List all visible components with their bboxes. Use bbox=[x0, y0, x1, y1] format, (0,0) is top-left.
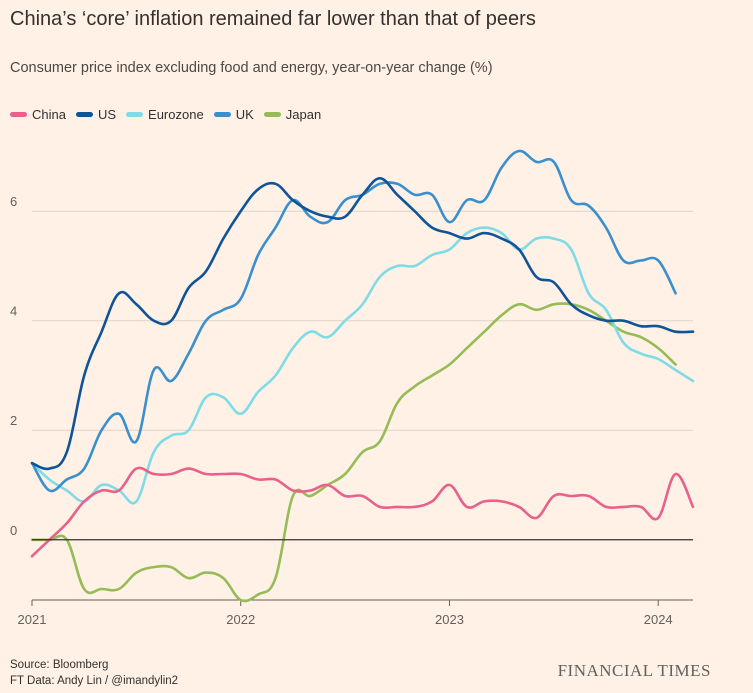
x-tick-label: 2021 bbox=[18, 612, 47, 627]
x-tick-label: 2022 bbox=[226, 612, 255, 627]
legend-item-china: China bbox=[10, 107, 66, 122]
legend-label: China bbox=[32, 107, 66, 122]
legend-item-us: US bbox=[75, 107, 117, 122]
legend-swatch bbox=[75, 112, 93, 117]
legend-item-japan: Japan bbox=[263, 107, 322, 122]
y-tick-label: 2 bbox=[10, 413, 17, 428]
series-line-us bbox=[30, 177, 695, 471]
chart-subtitle: Consumer price index excluding food and … bbox=[10, 60, 493, 76]
chart-footer: Source: Bloomberg FT Data: Andy Lin / @i… bbox=[10, 657, 178, 689]
legend-swatch bbox=[213, 112, 231, 117]
legend-item-uk: UK bbox=[213, 107, 254, 122]
legend-label: US bbox=[97, 107, 117, 122]
chart-legend: China US Eurozone UK Japan bbox=[10, 107, 331, 122]
ft-logo: FINANCIAL TIMES bbox=[557, 661, 711, 680]
y-tick-label: 0 bbox=[10, 523, 17, 538]
series-line-eurozone bbox=[30, 226, 695, 505]
x-tick-label: 2024 bbox=[644, 612, 673, 627]
legend-label: UK bbox=[235, 107, 254, 122]
legend-label: Japan bbox=[285, 107, 322, 122]
legend-swatch bbox=[10, 112, 27, 117]
y-tick-label: 4 bbox=[10, 304, 17, 319]
legend-item-eurozone: Eurozone bbox=[126, 107, 204, 122]
series-line-china bbox=[30, 466, 695, 558]
legend-swatch bbox=[263, 112, 281, 117]
y-tick-label: 6 bbox=[10, 194, 17, 209]
credit-note: FT Data: Andy Lin / @imandylin2 bbox=[10, 675, 179, 687]
source-note: Source: Bloomberg bbox=[10, 659, 109, 671]
series-line-uk bbox=[30, 149, 677, 493]
x-tick-label: 2023 bbox=[435, 612, 464, 627]
series-line-japan bbox=[30, 302, 677, 603]
legend-label: Eurozone bbox=[148, 107, 204, 122]
legend-swatch bbox=[126, 112, 144, 117]
chart-title: China’s ‘core’ inflation remained far lo… bbox=[10, 8, 536, 30]
